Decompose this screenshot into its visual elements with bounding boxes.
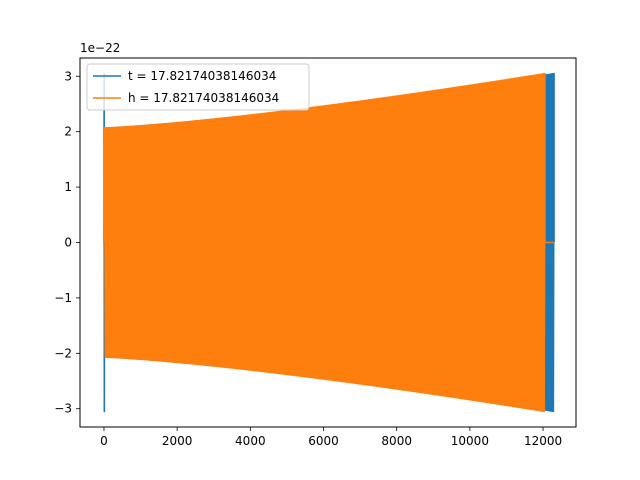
legend: t = 17.82174038146034 h = 17.82174038146…	[86, 63, 310, 111]
x-axis: 0 2000 4000 6000 8000 10000 12000	[100, 427, 562, 448]
y-tick-label: 1	[64, 180, 72, 194]
x-tick-label: 6000	[308, 434, 339, 448]
x-tick-label: 10000	[451, 434, 489, 448]
y-axis: −3 −2 −1 0 1 2 3	[54, 69, 80, 416]
y-tick-label: −3	[54, 402, 72, 416]
legend-label-h: h = 17.82174038146034	[128, 91, 279, 105]
series-h-line	[103, 72, 555, 413]
y-tick-label: 2	[64, 125, 72, 139]
y-tick-label: 3	[64, 69, 72, 83]
y-tick-label: 0	[64, 236, 72, 250]
legend-box	[86, 63, 310, 111]
y-offset-text: 1e−22	[80, 41, 120, 55]
series-layer	[103, 72, 555, 413]
y-tick-label: −1	[54, 291, 72, 305]
x-tick-label: 4000	[235, 434, 266, 448]
x-tick-label: 8000	[381, 434, 412, 448]
legend-label-t: t = 17.82174038146034	[128, 69, 276, 83]
y-tick-label: −2	[54, 346, 72, 360]
x-tick-label: 0	[100, 434, 108, 448]
x-tick-label: 2000	[162, 434, 193, 448]
x-tick-label: 12000	[524, 434, 562, 448]
